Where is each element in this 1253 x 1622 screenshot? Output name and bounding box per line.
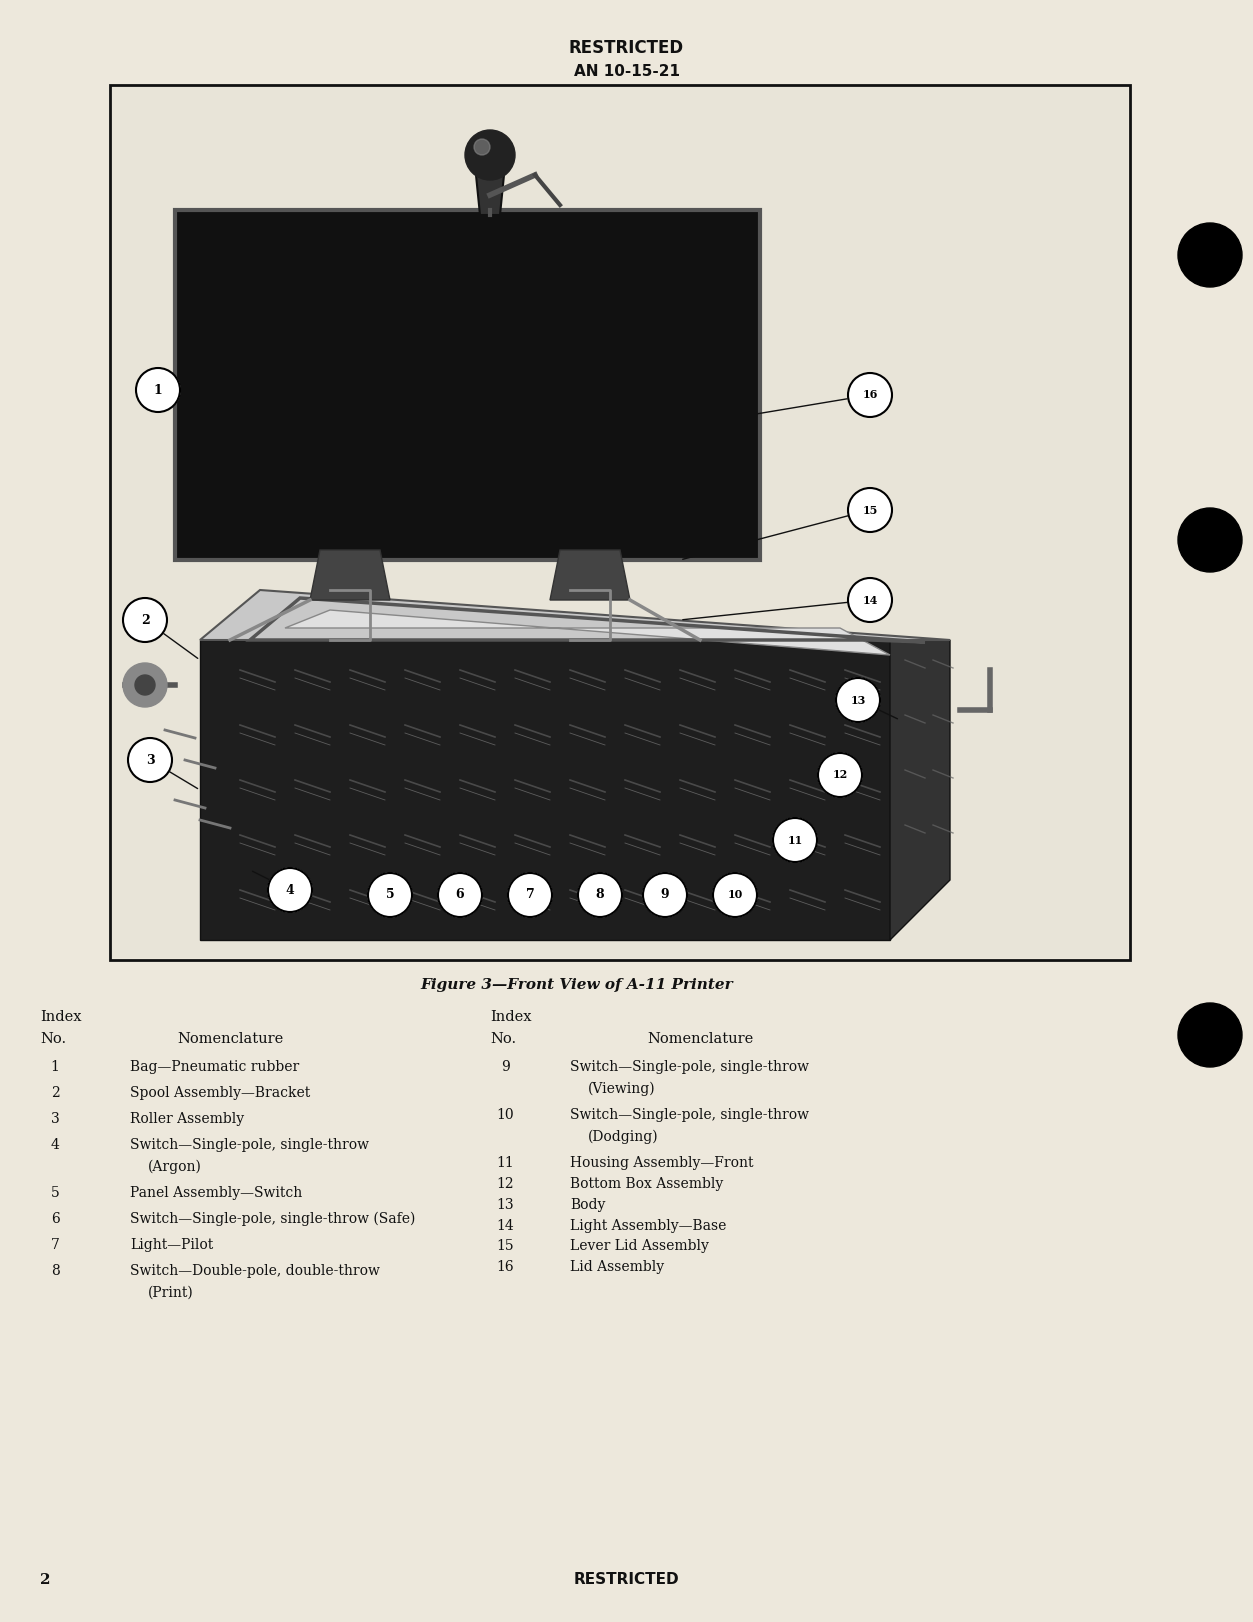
Circle shape: [818, 753, 862, 796]
Text: 5: 5: [50, 1186, 59, 1200]
Circle shape: [848, 373, 892, 417]
Circle shape: [848, 488, 892, 532]
Circle shape: [439, 873, 482, 916]
Text: 1: 1: [154, 383, 163, 396]
Text: Switch—Single-pole, single-throw: Switch—Single-pole, single-throw: [570, 1108, 809, 1122]
Polygon shape: [284, 610, 890, 655]
Text: Index: Index: [490, 1011, 531, 1023]
Circle shape: [465, 130, 515, 180]
Circle shape: [1178, 222, 1242, 287]
Text: 9: 9: [501, 1061, 510, 1074]
Text: 10: 10: [496, 1108, 514, 1122]
Text: 6: 6: [456, 889, 465, 902]
Text: 15: 15: [862, 504, 877, 516]
Text: 13: 13: [496, 1197, 514, 1212]
Circle shape: [135, 675, 155, 694]
Circle shape: [128, 738, 172, 782]
Circle shape: [507, 873, 553, 916]
Polygon shape: [175, 209, 761, 560]
Text: 7: 7: [50, 1238, 59, 1252]
Text: Figure 3—Front View of A-11 Printer: Figure 3—Front View of A-11 Printer: [420, 978, 733, 993]
Polygon shape: [200, 641, 890, 941]
Text: Switch—Double-pole, double-throw: Switch—Double-pole, double-throw: [130, 1264, 380, 1278]
Circle shape: [1178, 508, 1242, 573]
Text: 8: 8: [50, 1264, 59, 1278]
Text: No.: No.: [40, 1032, 66, 1046]
Circle shape: [713, 873, 757, 916]
Text: No.: No.: [490, 1032, 516, 1046]
Text: RESTRICTED: RESTRICTED: [569, 39, 684, 57]
Text: 11: 11: [787, 834, 803, 845]
Circle shape: [268, 868, 312, 912]
Text: (Argon): (Argon): [148, 1160, 202, 1174]
Circle shape: [1178, 1002, 1242, 1067]
Text: 4: 4: [50, 1139, 59, 1152]
Bar: [112, 88, 1128, 959]
Circle shape: [123, 663, 167, 707]
Text: Body: Body: [570, 1197, 605, 1212]
Circle shape: [773, 817, 817, 861]
Text: 16: 16: [862, 389, 877, 401]
Text: 2: 2: [50, 1087, 59, 1100]
Text: Switch—Single-pole, single-throw: Switch—Single-pole, single-throw: [570, 1061, 809, 1074]
Text: Lever Lid Assembly: Lever Lid Assembly: [570, 1239, 709, 1254]
Polygon shape: [475, 165, 505, 216]
Text: 3: 3: [145, 754, 154, 767]
Text: 16: 16: [496, 1260, 514, 1275]
Polygon shape: [550, 550, 630, 600]
Text: 12: 12: [496, 1178, 514, 1191]
Text: Switch—Single-pole, single-throw (Safe): Switch—Single-pole, single-throw (Safe): [130, 1212, 416, 1226]
Text: 10: 10: [728, 889, 743, 900]
Text: (Viewing): (Viewing): [588, 1082, 655, 1096]
Text: 4: 4: [286, 884, 294, 897]
Text: (Print): (Print): [148, 1286, 194, 1299]
Bar: [175, 209, 761, 560]
Text: Lid Assembly: Lid Assembly: [570, 1260, 664, 1275]
Polygon shape: [890, 641, 950, 941]
Text: 8: 8: [595, 889, 604, 902]
Text: 13: 13: [851, 694, 866, 706]
Text: 7: 7: [525, 889, 534, 902]
Polygon shape: [309, 550, 390, 600]
Circle shape: [368, 873, 412, 916]
Text: Nomenclature: Nomenclature: [647, 1032, 753, 1046]
Text: 9: 9: [660, 889, 669, 902]
Bar: [110, 84, 1130, 960]
Text: Light Assembly—Base: Light Assembly—Base: [570, 1218, 727, 1233]
Text: 14: 14: [496, 1218, 514, 1233]
Text: AN 10-15-21: AN 10-15-21: [574, 65, 679, 79]
Circle shape: [474, 139, 490, 156]
Text: 5: 5: [386, 889, 395, 902]
Text: Bottom Box Assembly: Bottom Box Assembly: [570, 1178, 723, 1191]
Circle shape: [137, 368, 180, 412]
Circle shape: [848, 577, 892, 621]
Circle shape: [578, 873, 621, 916]
Text: 15: 15: [496, 1239, 514, 1254]
Text: Nomenclature: Nomenclature: [177, 1032, 283, 1046]
Text: 6: 6: [50, 1212, 59, 1226]
Text: 12: 12: [832, 769, 847, 780]
Text: Roller Assembly: Roller Assembly: [130, 1113, 244, 1126]
Circle shape: [643, 873, 687, 916]
Text: RESTRICTED: RESTRICTED: [574, 1572, 679, 1588]
Text: Spool Assembly—Bracket: Spool Assembly—Bracket: [130, 1087, 311, 1100]
Text: Bag—Pneumatic rubber: Bag—Pneumatic rubber: [130, 1061, 299, 1074]
Text: (Dodging): (Dodging): [588, 1131, 659, 1145]
Text: Housing Assembly—Front: Housing Assembly—Front: [570, 1156, 753, 1169]
Text: 2: 2: [40, 1573, 50, 1586]
Text: Switch—Single-pole, single-throw: Switch—Single-pole, single-throw: [130, 1139, 368, 1152]
Circle shape: [836, 678, 880, 722]
Text: 3: 3: [50, 1113, 59, 1126]
Text: Panel Assembly—Switch: Panel Assembly—Switch: [130, 1186, 302, 1200]
Text: 14: 14: [862, 595, 877, 605]
Text: 2: 2: [140, 613, 149, 626]
Circle shape: [123, 599, 167, 642]
Text: 11: 11: [496, 1156, 514, 1169]
Text: Light—Pilot: Light—Pilot: [130, 1238, 213, 1252]
Text: Index: Index: [40, 1011, 81, 1023]
Polygon shape: [200, 590, 950, 641]
Text: 1: 1: [50, 1061, 59, 1074]
